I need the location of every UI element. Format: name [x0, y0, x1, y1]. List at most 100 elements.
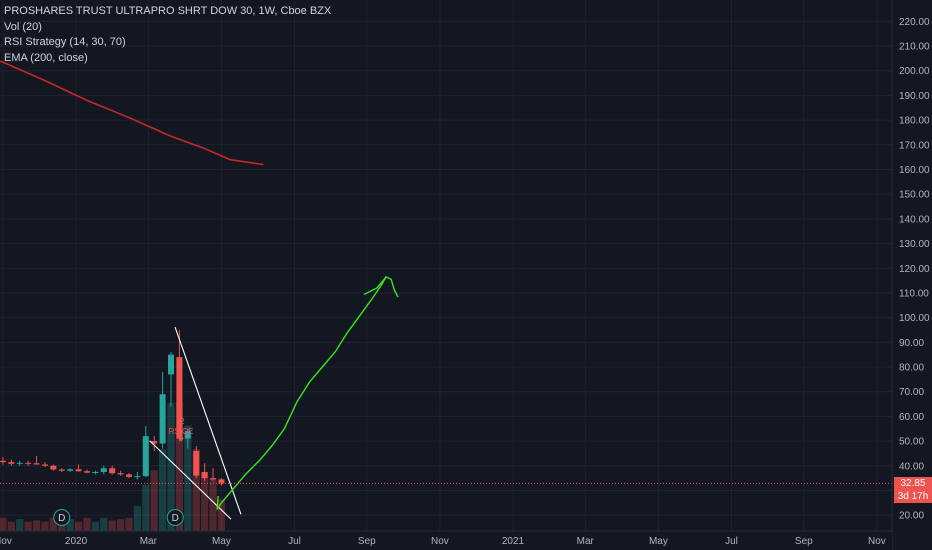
- x-tick-label: Nov: [868, 536, 886, 547]
- forecast-arrow-head[interactable]: [363, 276, 387, 295]
- volume-bar: [159, 449, 167, 531]
- volume-bar: [74, 521, 83, 531]
- x-tick-label: Nov: [0, 536, 12, 547]
- volume-bar: [16, 519, 24, 531]
- volume-bars: [0, 401, 226, 531]
- x-tick-label: Sep: [358, 536, 376, 547]
- y-tick-label: 70.00: [899, 387, 924, 398]
- y-tick-label: 150.00: [899, 190, 930, 201]
- y-tick-label: 190.00: [899, 91, 930, 102]
- volume-bar: [91, 521, 99, 531]
- candle-body[interactable]: [142, 436, 149, 477]
- volume-bar: [49, 517, 57, 531]
- ema-line: [0, 60, 264, 166]
- y-tick-label: 200.00: [899, 66, 930, 77]
- y-tick-label: 80.00: [899, 363, 924, 374]
- volume-bar: [83, 517, 91, 531]
- y-tick-label: 50.00: [899, 437, 924, 448]
- x-tick-label: Nov: [431, 536, 449, 547]
- candle-body[interactable]: [184, 431, 191, 439]
- last-price-tag: 32.85: [894, 476, 932, 490]
- candle-body[interactable]: [159, 394, 166, 444]
- x-tick-label: Mar: [140, 536, 158, 547]
- dividend-marker-icon[interactable]: [166, 509, 184, 526]
- candle-body[interactable]: [168, 354, 175, 375]
- x-axis-background: [0, 531, 892, 550]
- dividend-marker-label: D: [58, 513, 65, 524]
- x-tick-label: 2021: [502, 536, 525, 547]
- y-tick-label: 130.00: [899, 239, 930, 250]
- volume-bar: [192, 449, 200, 531]
- candle-body[interactable]: [201, 471, 208, 479]
- ema-200-line: [0, 60, 264, 166]
- forecast-start-tick[interactable]: [216, 495, 219, 510]
- candle-body[interactable]: [125, 474, 132, 477]
- volume-bar: [108, 520, 116, 531]
- candle-body[interactable]: [67, 469, 74, 471]
- x-axis[interactable]: Nov 2020 Mar May Jul Sep Nov 2021 Mar May Jul Sep No…: [0, 530, 892, 550]
- y-tick-label: 220.00: [899, 17, 930, 28]
- candle-body[interactable]: [58, 469, 65, 471]
- candle-body[interactable]: [117, 473, 124, 475]
- rsi-signal-arrow-icon: [178, 437, 185, 442]
- candle-body[interactable]: [75, 469, 82, 472]
- candle-body[interactable]: [218, 479, 225, 484]
- volume-bar: [24, 521, 32, 531]
- rsi-signal-label: -2: [178, 417, 186, 426]
- dividend-marker-label: D: [172, 513, 179, 524]
- legend-rsi[interactable]: RSI Strategy (14, 30, 70): [4, 36, 126, 48]
- volume-bar: [116, 519, 125, 531]
- y-tick-label: 110.00: [899, 288, 929, 299]
- candle-body[interactable]: [33, 463, 40, 465]
- volume-bar: [217, 499, 226, 531]
- candle-body[interactable]: [151, 441, 158, 444]
- candles[interactable]: [0, 329, 225, 486]
- candle-body[interactable]: [25, 462, 32, 464]
- x-tick-label: Jul: [725, 536, 738, 547]
- candle-body[interactable]: [16, 462, 23, 464]
- upper-trendline[interactable]: [174, 326, 242, 515]
- volume-bar: [150, 470, 158, 531]
- y-tick-label: 120.00: [899, 264, 930, 275]
- candle-body[interactable]: [193, 450, 200, 476]
- y-tick-label: 160.00: [899, 165, 930, 176]
- candle-body[interactable]: [50, 465, 57, 470]
- x-tick-label: Sep: [795, 536, 813, 547]
- y-axis[interactable]: 20.0030.0040.0050.0060.0070.0080.0090.00…: [891, 0, 932, 550]
- candle-body[interactable]: [0, 460, 6, 463]
- legend-vol[interactable]: Vol (20): [4, 20, 42, 33]
- volume-bar: [209, 478, 217, 531]
- y-tick-label: 40.00: [899, 461, 924, 472]
- x-tick-label: Mar: [577, 536, 595, 547]
- candle-body[interactable]: [8, 462, 15, 464]
- candle-body[interactable]: [176, 357, 183, 439]
- y-tick-label: 170.00: [899, 140, 930, 151]
- x-tick-label: Jul: [288, 536, 301, 547]
- candle-body[interactable]: [134, 476, 141, 478]
- y-tick-label: 180.00: [899, 116, 930, 127]
- legend: PROSHARES TRUST ULTRAPRO SHRT DOW 30, 1W…: [4, 4, 331, 66]
- candle-body[interactable]: [92, 471, 99, 473]
- volume-bar: [167, 402, 175, 531]
- x-tick-label: 2020: [65, 536, 88, 547]
- volume-bar: [125, 517, 133, 531]
- candle-body[interactable]: [100, 468, 107, 472]
- candle-body[interactable]: [109, 468, 116, 474]
- y-tick-label: 100.00: [899, 313, 930, 324]
- candle-body[interactable]: [210, 478, 217, 480]
- x-tick-label: May: [649, 536, 668, 547]
- x-tick-label: May: [212, 536, 231, 547]
- rsi-signal-label: RSIGE: [169, 427, 194, 436]
- legend-ema[interactable]: EMA (200, close): [4, 51, 88, 64]
- y-axis-background: [892, 0, 932, 550]
- candle-body[interactable]: [83, 471, 90, 473]
- candle-body[interactable]: [41, 464, 48, 466]
- legend-title[interactable]: PROSHARES TRUST ULTRAPRO SHRT DOW 30, 1W…: [4, 5, 332, 17]
- dividend-marker-icon[interactable]: [53, 509, 71, 526]
- volume-bar: [0, 517, 7, 531]
